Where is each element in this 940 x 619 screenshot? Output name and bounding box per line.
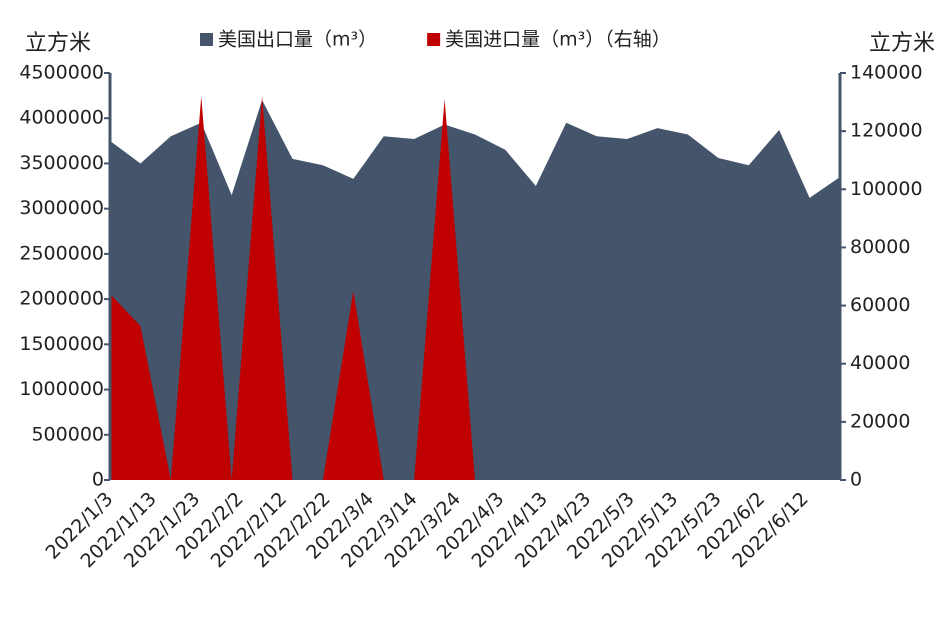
y-tick-label: 1000000 <box>19 378 104 400</box>
y2-tick-label: 60000 <box>850 294 910 316</box>
y-tick-label: 2500000 <box>19 242 104 264</box>
y-tick-label: 2000000 <box>19 288 104 310</box>
legend-swatch <box>427 33 441 46</box>
y-tick-label: 4500000 <box>19 62 104 84</box>
y-tick-label: 4000000 <box>19 107 104 129</box>
y2-tick-label: 40000 <box>850 352 910 374</box>
y2-axis-label: 立方米 <box>869 31 935 56</box>
y2-tick-label: 20000 <box>850 410 910 432</box>
y2-tick-label: 0 <box>850 469 862 491</box>
y-tick-label: 1500000 <box>19 333 104 355</box>
legend-label: 美国出口量（m³） <box>218 29 377 51</box>
plot <box>110 96 840 480</box>
area <box>110 100 840 480</box>
y-tick-label: 500000 <box>31 423 104 445</box>
area <box>110 96 475 480</box>
y-tick-label: 3000000 <box>19 197 104 219</box>
y2-tick-label: 140000 <box>850 62 923 84</box>
y-axis-label: 立方米 <box>25 31 91 56</box>
y2-tick-label: 100000 <box>850 178 923 200</box>
y2-tick-label: 80000 <box>850 236 910 258</box>
legend-label: 美国进口量（m³）（右轴） <box>445 29 671 51</box>
legend-swatch <box>200 33 213 46</box>
y-tick-label: 0 <box>92 469 104 491</box>
y-tick-label: 3500000 <box>19 152 104 174</box>
y2-tick-label: 120000 <box>850 120 923 142</box>
